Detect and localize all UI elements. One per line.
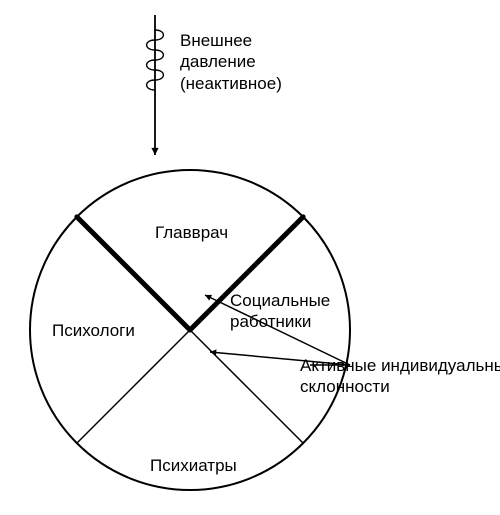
sector-top-label: Главврач [155, 222, 228, 243]
external-pressure-label: Внешнее давление (неактивное) [180, 30, 282, 94]
active-tendencies-note: Активные индивидуальные склонности [300, 355, 500, 398]
sector-right-label: Социальные работники [230, 290, 330, 333]
sector-left-label: Психологи [52, 320, 135, 341]
sector-bottom-label: Психиатры [150, 455, 237, 476]
diagram-canvas: Внешнее давление (неактивное) Главврач Пси… [0, 0, 500, 515]
arrow-head [151, 148, 158, 155]
